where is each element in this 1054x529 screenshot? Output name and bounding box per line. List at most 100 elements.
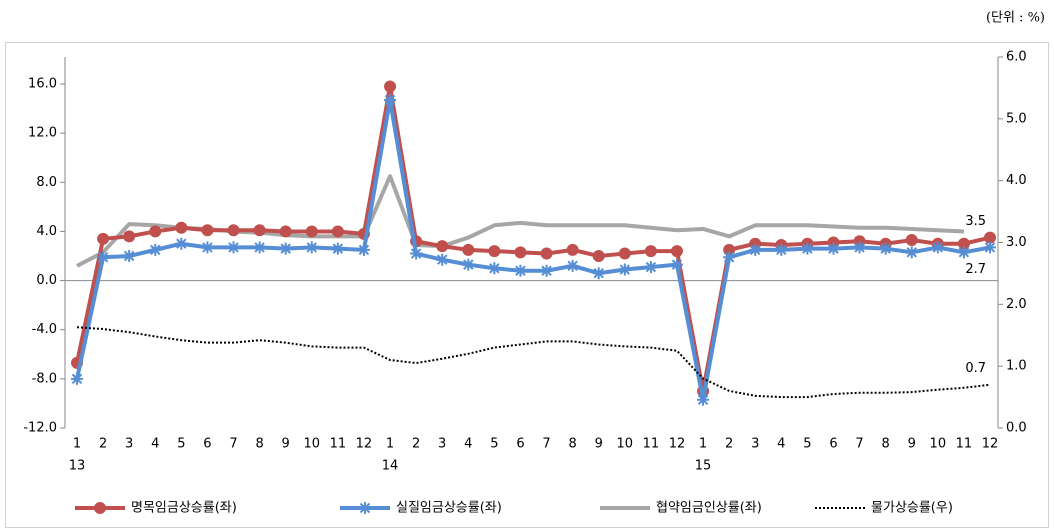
x-tick-label: 10 xyxy=(303,437,320,452)
point xyxy=(123,250,136,263)
x-group-label: 15 xyxy=(695,459,712,474)
legend-label: 물가상승률(우) xyxy=(871,501,953,516)
y-tick-label: -4.0 xyxy=(32,322,57,337)
point xyxy=(540,247,553,260)
data-label: 0.7 xyxy=(965,361,986,376)
point xyxy=(357,243,370,256)
point xyxy=(410,247,423,260)
point xyxy=(618,263,631,276)
point xyxy=(592,267,605,280)
point xyxy=(227,224,240,237)
x-tick-label: 8 xyxy=(882,437,890,452)
x-tick-label: 5 xyxy=(177,437,185,452)
point xyxy=(592,250,605,263)
point xyxy=(957,246,970,259)
y-tick-label: -12.0 xyxy=(23,421,57,436)
x-group-label: 14 xyxy=(382,459,399,474)
x-tick-label: 11 xyxy=(330,437,347,452)
point xyxy=(749,243,762,256)
x-tick-label: 6 xyxy=(829,437,837,452)
point xyxy=(253,241,266,254)
legend-label: 실질임금상승률(좌) xyxy=(396,501,502,516)
x-tick-label: 10 xyxy=(617,437,634,452)
x-tick-label: 3 xyxy=(438,437,446,452)
point xyxy=(957,237,970,250)
point xyxy=(305,225,318,238)
point xyxy=(436,253,449,266)
point xyxy=(618,247,631,260)
x-tick-label: 3 xyxy=(751,437,759,452)
y-tick-label: 0.0 xyxy=(36,273,57,288)
y2-tick-label: 1.0 xyxy=(1006,359,1027,374)
x-tick-label: 2 xyxy=(725,437,733,452)
point xyxy=(436,240,449,253)
point xyxy=(123,230,136,243)
x-tick-label: 11 xyxy=(643,437,660,452)
y2-tick-label: 6.0 xyxy=(1006,50,1027,65)
point xyxy=(384,93,397,106)
point xyxy=(670,245,683,258)
x-tick-label: 5 xyxy=(803,437,811,452)
point xyxy=(279,225,292,238)
point xyxy=(384,80,397,93)
point xyxy=(566,259,579,272)
point xyxy=(97,232,110,245)
point xyxy=(462,258,475,271)
point xyxy=(905,246,918,259)
y2-tick-label: 2.0 xyxy=(1006,297,1027,312)
point xyxy=(488,262,501,275)
point xyxy=(644,245,657,258)
unit-label: (단위 : %) xyxy=(986,11,1045,26)
y2-tick-label: 3.0 xyxy=(1006,235,1027,250)
x-tick-label: 1 xyxy=(386,437,394,452)
point xyxy=(670,258,683,271)
point xyxy=(462,243,475,256)
x-tick-label: 7 xyxy=(542,437,550,452)
y-tick-label: 16.0 xyxy=(28,77,57,92)
point xyxy=(540,264,553,277)
x-tick-label: 5 xyxy=(490,437,498,452)
legend-marker xyxy=(94,502,106,514)
point xyxy=(253,224,266,237)
x-tick-label: 7 xyxy=(229,437,237,452)
legend-marker xyxy=(359,502,371,514)
x-tick-label: 12 xyxy=(982,437,999,452)
point xyxy=(149,243,162,256)
point xyxy=(149,225,162,238)
y-tick-label: 8.0 xyxy=(36,175,57,190)
x-tick-label: 9 xyxy=(908,437,916,452)
y-tick-label: -8.0 xyxy=(32,371,57,386)
point xyxy=(775,243,788,256)
point xyxy=(566,243,579,256)
point xyxy=(488,245,501,258)
legend-label: 협약임금인상률(좌) xyxy=(656,501,762,516)
data-label: 2.7 xyxy=(965,262,986,277)
series-line xyxy=(75,97,991,402)
x-tick-label: 9 xyxy=(282,437,290,452)
x-tick-label: 4 xyxy=(464,437,472,452)
point xyxy=(331,242,344,255)
y-tick-label: 4.0 xyxy=(36,224,57,239)
point xyxy=(201,241,214,254)
x-group-label: 13 xyxy=(69,459,86,474)
point xyxy=(514,264,527,277)
legend-label: 명목임금상승률(좌) xyxy=(131,501,237,516)
point xyxy=(279,242,292,255)
series-line xyxy=(76,326,991,399)
point xyxy=(175,221,188,234)
point xyxy=(723,251,736,264)
x-tick-label: 6 xyxy=(203,437,211,452)
y2-tick-label: 4.0 xyxy=(1006,173,1027,188)
x-tick-label: 2 xyxy=(99,437,107,452)
point xyxy=(644,261,657,274)
y2-tick-label: 0.0 xyxy=(1006,421,1027,436)
y-tick-label: 12.0 xyxy=(28,126,57,141)
x-tick-label: 4 xyxy=(777,437,785,452)
point xyxy=(71,372,83,385)
x-tick-label: 2 xyxy=(412,437,420,452)
x-tick-label: 3 xyxy=(125,437,133,452)
x-tick-label: 1 xyxy=(699,437,707,452)
point xyxy=(305,241,318,254)
point xyxy=(827,242,840,255)
